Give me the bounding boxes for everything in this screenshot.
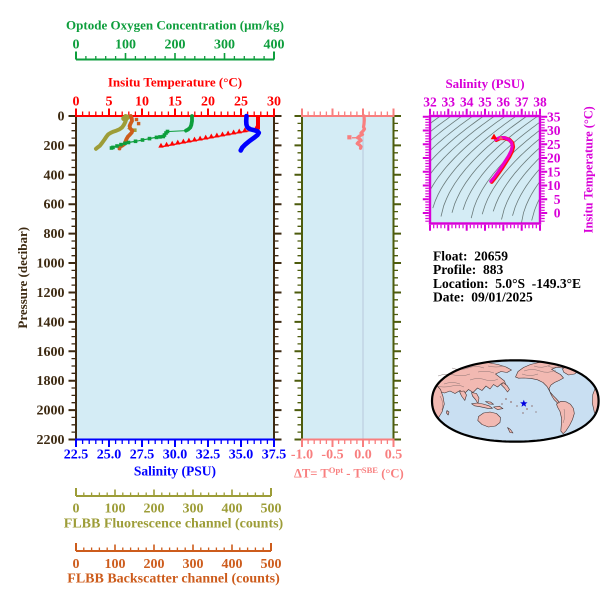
svg-text:200: 200 (144, 502, 165, 517)
svg-text:800: 800 (44, 227, 65, 242)
svg-text:1200: 1200 (37, 286, 65, 301)
svg-text:0.0: 0.0 (354, 448, 372, 463)
svg-text:1800: 1800 (37, 374, 65, 389)
svg-text:27.5: 27.5 (130, 448, 155, 463)
svg-text:400: 400 (264, 38, 285, 53)
svg-text:300: 300 (214, 38, 235, 53)
svg-text:200: 200 (44, 139, 65, 154)
svg-text:Salinity (PSU): Salinity (PSU) (134, 464, 216, 479)
svg-text:100: 100 (105, 502, 126, 517)
svg-text:37.5: 37.5 (262, 448, 287, 463)
svg-text:25.0: 25.0 (97, 448, 122, 463)
svg-text:0: 0 (554, 206, 561, 221)
svg-text:0: 0 (73, 38, 80, 53)
svg-text:FLBB Backscatter channel (coun: FLBB Backscatter channel (counts) (67, 572, 280, 587)
svg-text:400: 400 (222, 557, 243, 572)
svg-text:100: 100 (105, 557, 126, 572)
svg-text:0: 0 (73, 502, 80, 517)
svg-text:10: 10 (135, 95, 149, 110)
svg-text:35.0: 35.0 (229, 448, 254, 463)
svg-text:20: 20 (547, 151, 561, 166)
svg-text:300: 300 (183, 557, 204, 572)
svg-text:32.5: 32.5 (196, 448, 221, 463)
svg-text:30: 30 (547, 123, 561, 138)
svg-text:Pressure (decibar): Pressure (decibar) (15, 227, 30, 329)
svg-text:Date: 09/01/2025: Date: 09/01/2025 (433, 290, 533, 305)
svg-text:35: 35 (478, 95, 492, 110)
svg-text:Optode Oxygen Concentration (μ: Optode Oxygen Concentration (μm/kg) (66, 18, 284, 33)
svg-text:1400: 1400 (37, 315, 65, 330)
svg-text:Salinity (PSU): Salinity (PSU) (445, 76, 524, 91)
svg-text:32: 32 (423, 95, 437, 110)
svg-text:Float: 20659: Float: 20659 (433, 249, 508, 264)
svg-text:Insitu Temperature (°C): Insitu Temperature (°C) (582, 106, 596, 233)
svg-text:500: 500 (261, 502, 282, 517)
svg-text:ΔT= TOpt - TSBE (°C): ΔT= TOpt - TSBE (°C) (294, 465, 404, 481)
svg-text:FLBB Fluorescence channel (cou: FLBB Fluorescence channel (counts) (64, 517, 284, 532)
svg-text:25: 25 (547, 137, 561, 152)
svg-text:36: 36 (497, 95, 511, 110)
svg-text:2000: 2000 (37, 404, 65, 419)
svg-text:1000: 1000 (37, 257, 65, 272)
svg-text:400: 400 (222, 502, 243, 517)
svg-text:2200: 2200 (37, 433, 65, 448)
svg-text:1600: 1600 (37, 345, 65, 360)
svg-text:0.5: 0.5 (385, 448, 403, 463)
svg-text:400: 400 (44, 168, 65, 183)
svg-text:5: 5 (106, 95, 113, 110)
svg-text:100: 100 (115, 38, 136, 53)
svg-text:37: 37 (515, 95, 529, 110)
svg-text:22.5: 22.5 (64, 448, 89, 463)
svg-text:15: 15 (547, 164, 561, 179)
svg-text:600: 600 (44, 198, 65, 213)
svg-text:0: 0 (73, 95, 80, 110)
svg-text:30.0: 30.0 (163, 448, 188, 463)
svg-text:-1.0: -1.0 (291, 448, 313, 463)
svg-text:200: 200 (165, 38, 186, 53)
svg-text:25: 25 (234, 95, 248, 110)
svg-text:Location: 5.0°S -149.3°E: Location: 5.0°S -149.3°E (433, 276, 581, 291)
svg-text:200: 200 (144, 557, 165, 572)
svg-text:5: 5 (554, 192, 561, 207)
svg-text:Insitu Temperature (°C): Insitu Temperature (°C) (108, 75, 242, 90)
svg-text:10: 10 (547, 178, 561, 193)
svg-text:34: 34 (460, 95, 474, 110)
svg-text:Profile: 883: Profile: 883 (433, 262, 503, 277)
svg-text:33: 33 (442, 95, 456, 110)
svg-text:38: 38 (533, 95, 547, 110)
svg-text:0: 0 (58, 110, 65, 125)
svg-text:0: 0 (73, 557, 80, 572)
svg-text:300: 300 (183, 502, 204, 517)
svg-text:-0.5: -0.5 (321, 448, 343, 463)
svg-text:20: 20 (201, 95, 215, 110)
svg-text:30: 30 (267, 95, 281, 110)
svg-text:500: 500 (261, 557, 282, 572)
svg-text:35: 35 (547, 109, 561, 124)
svg-text:15: 15 (168, 95, 182, 110)
